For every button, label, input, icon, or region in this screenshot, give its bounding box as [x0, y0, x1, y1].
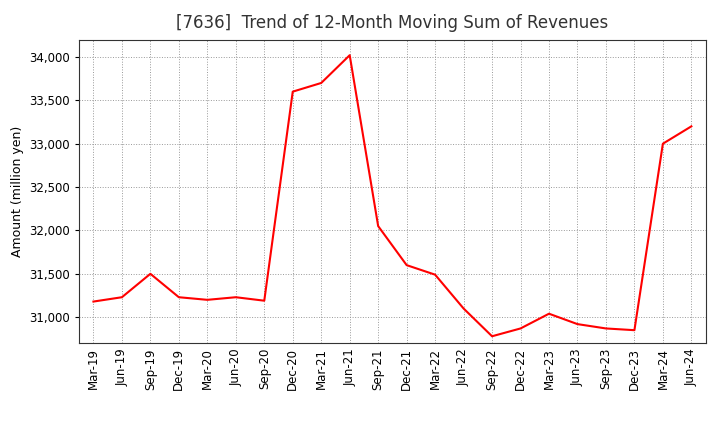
- Y-axis label: Amount (million yen): Amount (million yen): [11, 126, 24, 257]
- Title: [7636]  Trend of 12-Month Moving Sum of Revenues: [7636] Trend of 12-Month Moving Sum of R…: [176, 15, 608, 33]
